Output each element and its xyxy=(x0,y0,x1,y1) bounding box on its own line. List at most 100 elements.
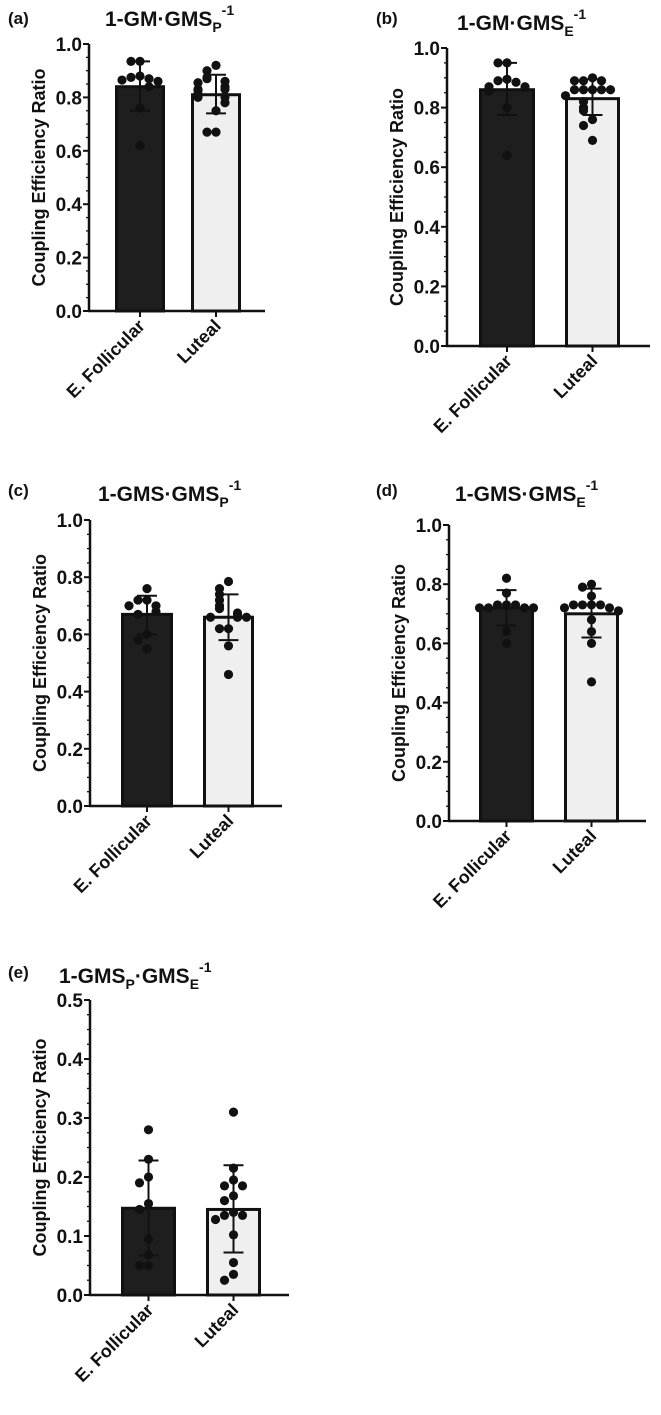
x-tick-label: E. Follicular xyxy=(63,316,149,402)
panel-label: (a) xyxy=(8,9,29,28)
x-tick-label: E. Follicular xyxy=(70,811,156,897)
data-point xyxy=(568,600,579,610)
data-point xyxy=(569,85,580,95)
bar-follicular xyxy=(115,85,165,313)
panel-d: (d) 1-GMS·GMSE-1 0.0 0.2 0.4 0.6 0.8 1.0 Couplin… xyxy=(376,477,646,912)
panel-title: 1-GMS·GMSE-1 xyxy=(455,477,598,510)
data-point xyxy=(211,60,221,70)
x-tick-label: E. Follicular xyxy=(71,1300,157,1386)
data-point xyxy=(586,579,597,589)
data-point xyxy=(205,612,216,622)
data-point xyxy=(220,98,230,108)
data-point xyxy=(501,573,512,583)
data-point xyxy=(578,105,589,116)
data-point xyxy=(484,86,494,96)
panel-e: (e) 1-GMSP·GMSE-1 0.0 0.1 0.2 0.3 0.4 0.5 Coupli… xyxy=(8,959,289,1386)
y-axis-label: Coupling Efficiency Ratio xyxy=(29,68,49,286)
y-tick-label: 0.8 xyxy=(56,88,82,109)
data-point xyxy=(520,82,530,92)
data-point xyxy=(133,595,143,605)
y-tick-label: 0.2 xyxy=(416,753,442,774)
data-point xyxy=(151,606,161,617)
data-point xyxy=(501,638,512,649)
y-tick-label: 0.4 xyxy=(416,694,443,715)
data-point xyxy=(193,92,203,102)
data-point xyxy=(219,1181,230,1191)
data-point xyxy=(595,600,606,610)
data-point xyxy=(220,84,230,94)
data-point xyxy=(223,669,234,680)
x-tick-label: Luteal xyxy=(186,811,238,863)
data-point xyxy=(587,135,598,145)
data-point xyxy=(493,76,503,86)
data-point xyxy=(133,635,143,645)
y-tick-label: 0.8 xyxy=(414,99,440,120)
y-tick-label: 0.4 xyxy=(57,1050,84,1071)
data-point xyxy=(605,85,616,95)
y-tick-label: 1.0 xyxy=(56,35,82,56)
panel-label: (d) xyxy=(376,481,398,500)
panel-title: 1-GM·GMSE-1 xyxy=(457,6,586,39)
y-tick-label: 0.6 xyxy=(416,634,442,655)
data-point xyxy=(219,1196,230,1206)
panel-title: 1-GMS·GMSP-1 xyxy=(98,477,241,510)
data-point xyxy=(577,582,588,592)
panel-title: 1-GMSP·GMSE-1 xyxy=(59,959,212,992)
data-point xyxy=(134,1178,145,1188)
data-point xyxy=(214,604,225,614)
y-tick-label: 0.0 xyxy=(57,1286,83,1307)
y-tick-label: 0.1 xyxy=(57,1227,84,1248)
data-point xyxy=(202,66,212,76)
y-tick-label: 0.4 xyxy=(57,683,84,704)
data-point xyxy=(142,644,152,654)
x-tick-label: Luteal xyxy=(191,1300,243,1352)
panel-title: 1-GM·GMSP-1 xyxy=(105,2,234,35)
data-point xyxy=(153,76,163,86)
data-point xyxy=(237,1181,248,1191)
data-point xyxy=(144,82,154,92)
data-point xyxy=(586,677,597,687)
panel-c: (c) 1-GMS·GMSP-1 0.0 0.2 0.4 0.6 0.8 1.0 Couplin… xyxy=(8,477,282,897)
data-point xyxy=(492,600,503,610)
data-point xyxy=(586,638,597,649)
y-axis-label: Coupling Efficiency Ratio xyxy=(389,564,409,782)
y-tick-label: 0.6 xyxy=(414,158,440,179)
x-tick-label: E. Follicular xyxy=(429,826,515,912)
bar-luteal xyxy=(564,612,619,823)
data-point xyxy=(193,78,203,88)
data-point xyxy=(228,1107,239,1117)
panel-label: (c) xyxy=(8,481,29,500)
data-point xyxy=(578,120,589,131)
data-point xyxy=(483,603,494,613)
data-point xyxy=(577,600,588,610)
data-point xyxy=(596,76,607,86)
data-point xyxy=(142,584,152,594)
data-point xyxy=(232,612,243,622)
y-tick-label: 0.0 xyxy=(414,337,440,358)
panel-label: (e) xyxy=(8,963,29,982)
data-point xyxy=(559,603,570,613)
bar-luteal xyxy=(565,97,620,348)
data-point xyxy=(126,72,136,82)
y-axis-label: Coupling Efficiency Ratio xyxy=(30,1038,50,1256)
data-point xyxy=(502,150,512,160)
y-tick-label: 0.4 xyxy=(414,218,441,239)
data-point xyxy=(211,127,221,137)
data-point xyxy=(219,1275,230,1285)
data-point xyxy=(202,74,212,84)
data-point xyxy=(202,127,212,137)
y-tick-label: 0.2 xyxy=(57,740,83,761)
y-axis-label: Coupling Efficiency Ratio xyxy=(30,554,50,772)
x-tick-label: Luteal xyxy=(173,316,225,368)
data-point xyxy=(223,641,234,651)
y-tick-label: 1.0 xyxy=(57,511,83,532)
data-point xyxy=(228,1269,239,1279)
data-point xyxy=(134,1260,145,1271)
data-point xyxy=(604,603,615,613)
x-tick-label: Luteal xyxy=(550,351,602,403)
y-tick-label: 0.3 xyxy=(57,1109,83,1130)
data-point xyxy=(501,626,512,637)
y-axis-label: Coupling Efficiency Ratio xyxy=(387,88,407,306)
data-point xyxy=(117,75,127,85)
